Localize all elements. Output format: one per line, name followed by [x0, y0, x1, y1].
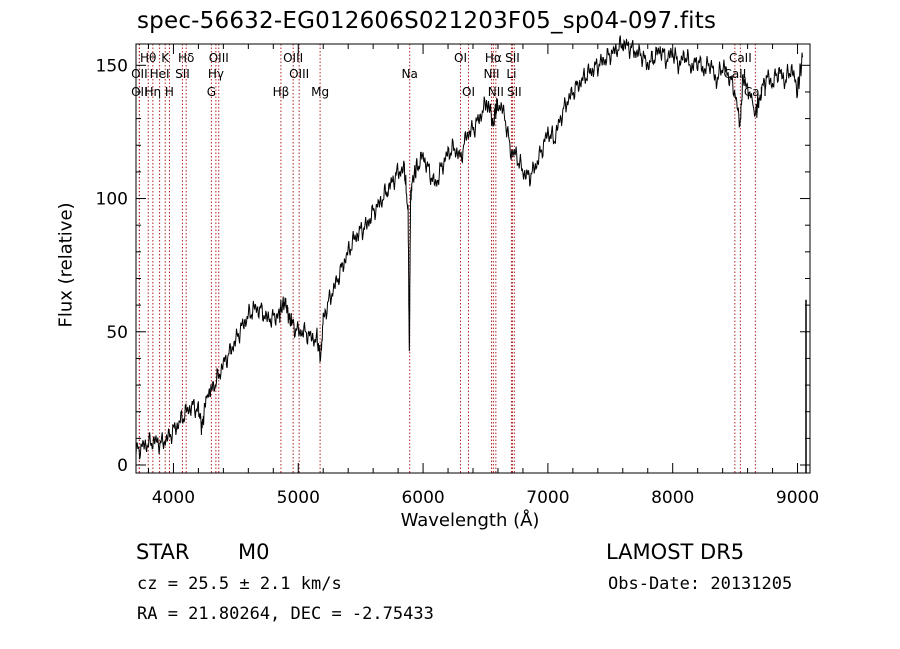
x-tick-label: 9000	[776, 488, 819, 508]
x-axis-label: Wavelength (Å)	[400, 510, 540, 531]
x-tick-label: 8000	[651, 488, 694, 508]
x-tick-label: 6000	[401, 488, 444, 508]
spectral-line-label: Na	[402, 67, 418, 81]
spectral-line-label: OIII	[283, 51, 303, 65]
spectral-line-label: K	[161, 51, 170, 65]
x-tick-label: 4000	[152, 488, 195, 508]
spectral-line-label: OI	[454, 51, 467, 65]
spectral-line-label: SII	[175, 67, 190, 81]
object-subclass: M0	[238, 540, 270, 564]
y-tick-label: 0	[117, 456, 128, 476]
spectral-line-label: G	[207, 85, 216, 99]
spectral-line-label: OI	[462, 85, 475, 99]
spectral-line-label: Mg	[311, 85, 329, 99]
spectral-line-label: OIII	[289, 67, 309, 81]
spectral-line-label: NII	[483, 67, 499, 81]
y-tick-label: 150	[96, 56, 128, 76]
spectral-line-label: Hδ	[178, 51, 194, 65]
spectral-line-label: OII	[131, 85, 148, 99]
x-tick-label: 5000	[277, 488, 320, 508]
spectrum-line	[135, 35, 803, 460]
y-tick-label: 50	[106, 323, 128, 343]
x-tick-label: 7000	[526, 488, 569, 508]
spectral-line-label: HeI	[150, 67, 170, 81]
observation-date: Obs-Date: 20131205	[608, 574, 793, 594]
spectral-line-label: SII	[507, 85, 522, 99]
spectral-line-label: NII	[488, 85, 504, 99]
redshift-velocity: cz = 25.5 ± 2.1 km/s	[137, 574, 342, 594]
object-class: STAR	[136, 540, 190, 564]
survey-name: LAMOST DR5	[606, 540, 745, 564]
spectral-line-label: Hα	[485, 51, 502, 65]
spectral-line-label: SII	[505, 51, 520, 65]
spectral-line-label: OII	[131, 67, 148, 81]
spectral-line-label: Li	[506, 67, 516, 81]
spectral-line-label: CaII	[723, 67, 746, 81]
spectral-line-label: H	[165, 85, 174, 99]
spectral-line-label: CaII	[729, 51, 752, 65]
spectral-line-label: Hθ	[140, 51, 156, 65]
plot-frame	[135, 43, 811, 474]
spectral-line-label: Hγ	[208, 67, 224, 81]
y-tick-label: 100	[96, 190, 128, 210]
ra-dec-coordinates: RA = 21.80264, DEC = -2.75433	[137, 604, 434, 624]
spectral-line-label: CaII	[744, 85, 767, 99]
spectral-line-label: OIII	[209, 51, 229, 65]
spectral-line-label: Hβ	[273, 85, 290, 99]
spectral-line-label: Hη	[145, 85, 162, 99]
chart-title: spec-56632-EG012606S021203F05_sp04-097.f…	[137, 8, 717, 34]
